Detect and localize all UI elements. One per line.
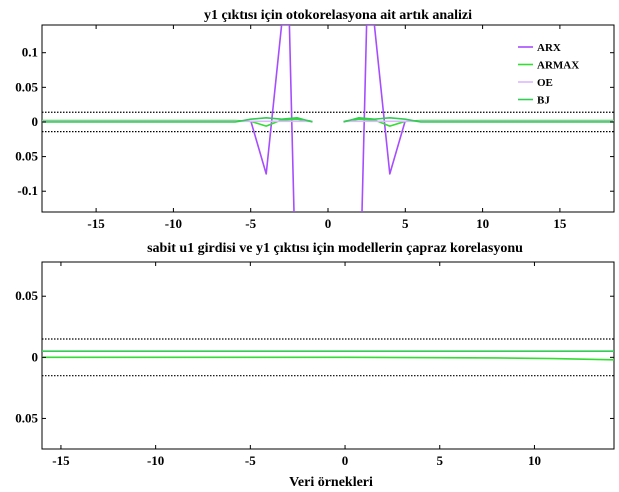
autocorrelation-panel: y1 çıktısı için otokorelasyona ait artık… <box>15 8 615 231</box>
y-tick-label: 0.05 <box>15 288 38 303</box>
x-tick-label: 5 <box>436 453 443 468</box>
y-tick-label: 0.05 <box>15 149 38 164</box>
x-tick-label: -10 <box>165 216 182 231</box>
x-axis-label: Veri örnekleri <box>289 475 373 490</box>
y-tick-label: 0.05 <box>15 410 38 425</box>
legend-entry: BJ <box>537 95 550 107</box>
y-tick-label: 0 <box>32 349 39 364</box>
x-tick-label: -5 <box>245 216 256 231</box>
x-tick-label: -15 <box>87 216 105 231</box>
plot-area <box>42 338 614 377</box>
axes-box <box>41 24 615 213</box>
plot-area <box>42 25 614 212</box>
series-line-arx <box>249 25 295 212</box>
legend-entry: ARMAX <box>537 60 579 72</box>
panel-title: sabit u1 girdisi ve y1 çıktısı için mode… <box>147 241 523 256</box>
cross-correlation-panel: sabit u1 girdisi ve y1 çıktısı için mode… <box>15 241 615 468</box>
y-tick-label: 0 <box>32 114 39 129</box>
series-line-arx <box>42 356 614 361</box>
x-tick-label: 0 <box>342 453 349 468</box>
x-tick-label: 10 <box>476 216 489 231</box>
x-tick-label: -15 <box>52 453 70 468</box>
y-tick-label: 0.1 <box>22 45 38 60</box>
x-tick-label: 10 <box>528 453 541 468</box>
y-tick-label: 0.05 <box>15 79 38 94</box>
y-tick-label: -0.1 <box>17 183 38 198</box>
x-tick-label: -5 <box>245 453 256 468</box>
series-line-bj <box>42 117 313 123</box>
panel-title: y1 çıktısı için otokorelasyona ait artık… <box>204 8 472 23</box>
legend-entry: OE <box>537 77 553 89</box>
legend: ARX ARMAX OE BJ <box>518 42 579 107</box>
series-line-arx <box>361 25 407 212</box>
x-tick-label: 0 <box>325 216 332 231</box>
series-line-bj <box>343 117 614 123</box>
x-tick-label: 15 <box>553 216 567 231</box>
axes-box <box>41 261 615 450</box>
x-tick-label: 5 <box>402 216 409 231</box>
legend-entry: ARX <box>537 42 561 54</box>
x-tick-label: -10 <box>147 453 164 468</box>
